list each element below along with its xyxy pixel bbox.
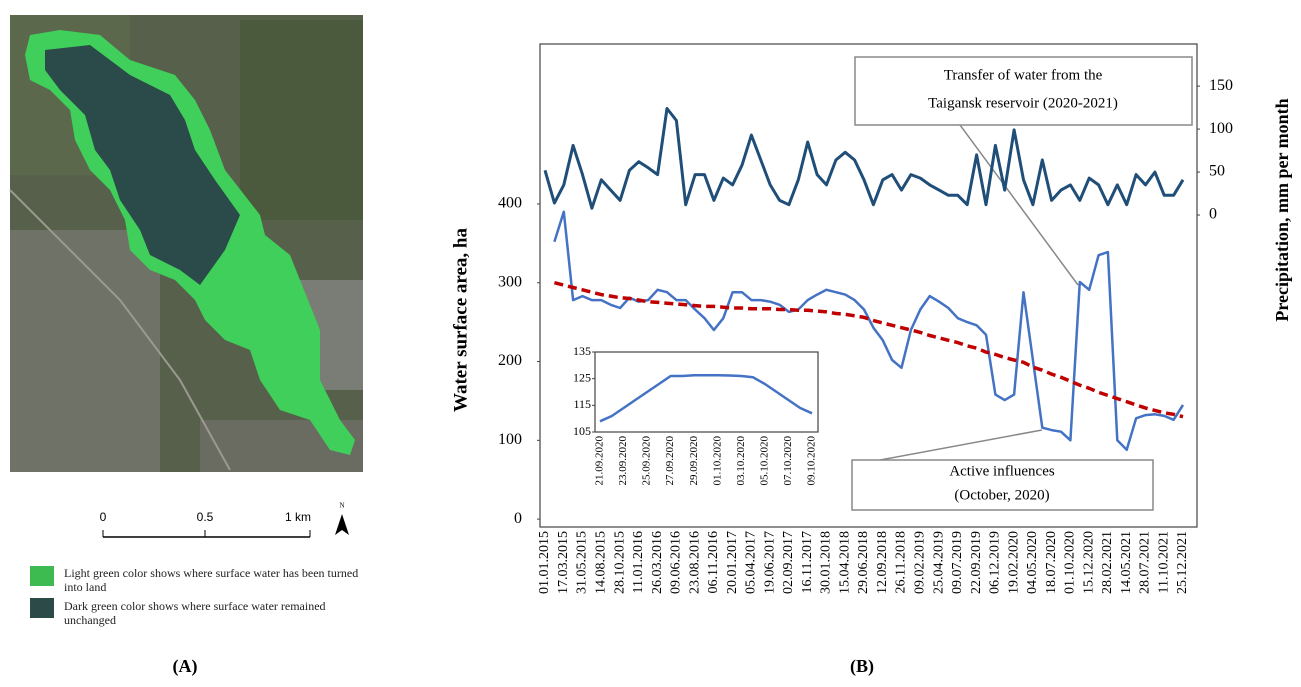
y-axis-label: Water surface area, ha: [450, 228, 471, 412]
x-tick-label: 14.08.2015: [594, 531, 609, 594]
x-tick-label: 17.03.2015: [556, 531, 571, 594]
annotation: Transfer of water from the: [944, 67, 1103, 83]
y2-tick-label: 50: [1209, 163, 1225, 180]
x-tick-label: 23.08.2016: [687, 531, 702, 594]
x-tick-label: 25.12.2021: [1175, 531, 1190, 594]
x-tick-label: 19.02.2020: [1006, 531, 1021, 594]
x-tick-label: 22.09.2019: [969, 531, 984, 594]
x-tick-label: 16.11.2017: [800, 531, 815, 593]
y-tick-label: 135: [573, 344, 591, 358]
annotation: (October, 2020): [954, 487, 1049, 503]
x-tick-label: 25.04.2019: [931, 531, 946, 594]
x-tick-label: 20.01.2017: [725, 531, 740, 594]
x-tick-label: 11.10.2021: [1156, 531, 1171, 593]
x-tick-label: 06.12.2019: [988, 531, 1003, 594]
x-tick-label: 19.06.2017: [762, 531, 777, 594]
x-tick-label: 14.05.2021: [1119, 531, 1134, 594]
y-tick-label: 105: [573, 424, 591, 438]
y-tick-label: 100: [498, 431, 522, 448]
x-tick-label: 28.10.2015: [612, 531, 627, 594]
annotation: Active influences: [949, 463, 1055, 479]
x-tick-label: 06.11.2016: [706, 531, 721, 593]
x-tick-label: 25.09.2020: [641, 436, 653, 486]
x-tick-label: 18.07.2020: [1044, 531, 1059, 594]
x-tick-label: 23.09.2020: [617, 436, 629, 486]
x-tick-label: 05.04.2017: [744, 531, 759, 594]
legend-text: Light green color shows where surface wa…: [64, 566, 359, 594]
plot-frame: [539, 43, 1198, 528]
scale-label: 0.5: [197, 510, 214, 524]
x-tick-label: 09.10.2020: [806, 436, 818, 486]
leader-line: [879, 429, 1043, 461]
y-tick-label: 125: [573, 370, 591, 384]
x-tick-label: 26.03.2016: [650, 531, 665, 594]
x-tick-label: 27.09.2020: [664, 436, 676, 486]
north-label: N: [339, 502, 344, 510]
x-tick-label: 09.02.2019: [913, 531, 928, 594]
x-tick-label: 05.10.2020: [758, 436, 770, 486]
x-tick-label: 03.10.2020: [735, 436, 747, 486]
x-tick-label: 29.09.2020: [688, 436, 700, 486]
panel-label: (A): [173, 656, 198, 677]
annotation-box: [854, 56, 1193, 126]
leader-line: [959, 124, 1079, 286]
x-tick-label: 02.09.2017: [781, 531, 796, 594]
x-tick-label: 01.10.2020: [711, 436, 723, 486]
map-image: [9, 15, 363, 618]
data-line: [543, 107, 1185, 210]
x-tick-label: 28.02.2021: [1100, 531, 1115, 594]
x-tick-label: 26.11.2018: [894, 531, 909, 593]
y2-tick-label: 150: [1209, 77, 1233, 94]
x-tick-label: 31.05.2015: [575, 531, 590, 594]
y-tick-label: 200: [498, 352, 522, 369]
annotation-box: [851, 459, 1154, 511]
x-tick-label: 15.12.2020: [1081, 531, 1096, 594]
panel-label: (B): [850, 656, 874, 677]
legend-text: Dark green color shows where surface wat…: [64, 599, 326, 627]
y-tick-label: 300: [498, 273, 522, 290]
data-line: [553, 281, 1184, 419]
y-tick-label: 0: [514, 510, 522, 527]
annotation: Taigansk reservoir (2020-2021): [928, 95, 1118, 111]
x-tick-label: 07.10.2020: [782, 436, 794, 486]
x-tick-label: 11.01.2016: [631, 531, 646, 593]
scale-label: 0: [100, 510, 107, 524]
x-tick-label: 21.09.2020: [594, 436, 606, 486]
x-tick-label: 28.07.2021: [1138, 531, 1153, 594]
y-tick-label: 115: [573, 397, 591, 411]
inset-frame: [594, 351, 819, 433]
y2-tick-label: 0: [1209, 206, 1217, 223]
data-line: [553, 210, 1185, 452]
x-tick-label: 15.04.2018: [837, 531, 852, 594]
x-tick-label: 29.06.2018: [856, 531, 871, 594]
x-tick-label: 01.10.2020: [1063, 531, 1078, 594]
data-line: [599, 373, 813, 423]
scale-label: 1 km: [285, 510, 311, 524]
x-tick-label: 01.01.2015: [537, 531, 552, 594]
y-tick-label: 400: [498, 195, 522, 212]
x-tick-label: 09.07.2019: [950, 531, 965, 594]
y2-tick-label: 100: [1209, 120, 1233, 137]
x-tick-label: 09.06.2016: [669, 531, 684, 594]
x-tick-label: 30.01.2018: [819, 531, 834, 594]
y2-axis-label: Precipitation, mm per month: [1272, 98, 1292, 321]
x-tick-label: 04.05.2020: [1025, 531, 1040, 594]
x-tick-label: 12.09.2018: [875, 531, 890, 594]
